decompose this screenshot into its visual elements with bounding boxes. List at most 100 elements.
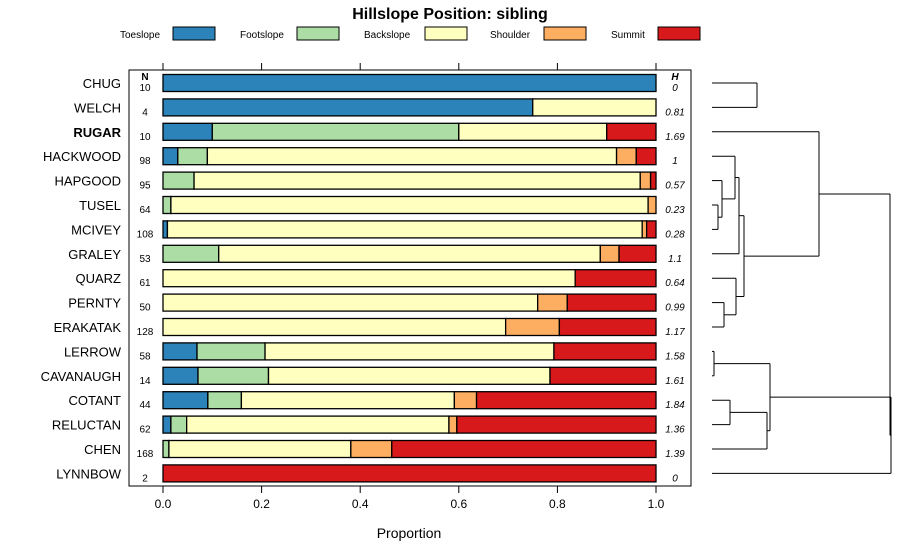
n-value-erakatak: 128 — [137, 327, 154, 338]
bar-segment-welch-toeslope — [162, 98, 534, 117]
site-label-tusel: TUSEL — [79, 198, 121, 213]
bar-segment-rugar-backslope — [458, 122, 608, 141]
bar-segment-reluctan-summit — [456, 415, 657, 434]
bar-segment-quarz-backslope — [162, 269, 576, 288]
bar-row-chug — [162, 73, 657, 93]
bar-segment-lerrow-backslope — [264, 342, 555, 361]
site-label-chug: CHUG — [83, 76, 121, 91]
site-label-chen: CHEN — [84, 442, 121, 457]
bar-segment-hapgood-summit — [649, 171, 657, 190]
n-value-welch: 4 — [142, 107, 148, 118]
n-value-cavanaugh: 14 — [139, 376, 151, 387]
bar-row-lynnbow — [162, 464, 657, 483]
site-label-rugar: RUGAR — [73, 125, 121, 140]
bar-segment-hackwood-toeslope — [162, 147, 179, 166]
bar-row-hackwood — [162, 147, 657, 166]
site-label-welch: WELCH — [74, 100, 121, 115]
bar-row-chen — [162, 439, 657, 459]
bar-segment-rugar-summit — [606, 122, 657, 141]
h-value-hackwood: 1 — [672, 156, 678, 167]
n-value-tusel: 64 — [139, 205, 151, 216]
bar-segment-graley-summit — [618, 244, 657, 263]
legend-label-summit: Summit — [611, 30, 645, 41]
bar-segment-cotant-toeslope — [162, 391, 209, 410]
bar-segment-quarz-summit — [574, 269, 657, 288]
bar-row-quarz — [162, 269, 657, 288]
h-value-tusel: 0.23 — [665, 205, 685, 216]
n-value-chug: 10 — [139, 83, 151, 94]
bar-segment-rugar-toeslope — [162, 122, 213, 141]
bar-segment-lerrow-footslope — [196, 342, 266, 361]
n-value-mcivey: 108 — [137, 229, 154, 240]
n-value-lerrow: 58 — [139, 351, 151, 362]
site-label-hackwood: HACKWOOD — [43, 149, 121, 164]
x-tick-label-1: 0.2 — [253, 497, 270, 511]
bar-segment-mcivey-summit — [645, 220, 657, 239]
bar-segment-reluctan-backslope — [186, 415, 450, 434]
bar-segment-graley-backslope — [218, 244, 601, 263]
site-label-reluctan: RELUCTAN — [52, 418, 121, 433]
bar-segment-mcivey-toeslope — [162, 220, 169, 239]
n-value-pernty: 50 — [139, 303, 151, 314]
bar-segment-chen-summit — [391, 439, 657, 459]
dendrogram — [712, 82, 892, 474]
bar-segment-hapgood-footslope — [162, 171, 195, 190]
legend-swatch-toeslope — [172, 26, 216, 41]
n-value-lynnbow: 2 — [142, 473, 148, 484]
bar-row-welch — [162, 98, 657, 117]
n-value-hapgood: 95 — [139, 181, 151, 192]
bar-segment-erakatak-summit — [558, 317, 657, 337]
bar-segment-hapgood-backslope — [193, 171, 641, 190]
bar-segment-cavanaugh-footslope — [197, 366, 270, 385]
h-value-cavanaugh: 1.61 — [665, 376, 684, 387]
h-value-pernty: 0.99 — [665, 303, 685, 314]
site-label-pernty: PERNTY — [68, 296, 121, 311]
site-label-erakatak: ERAKATAK — [54, 320, 122, 335]
bar-segment-reluctan-toeslope — [162, 415, 172, 434]
bar-row-rugar — [162, 122, 657, 141]
legend-label-backslope: Backslope — [364, 30, 411, 41]
n-value-graley: 53 — [139, 254, 151, 265]
bar-segment-tusel-footslope — [162, 195, 172, 215]
bar-segment-tusel-shoulder — [647, 195, 657, 215]
bar-segment-cotant-backslope — [240, 391, 456, 410]
x-tick-label-3: 0.6 — [450, 497, 467, 511]
h-value-cotant: 1.84 — [665, 400, 685, 411]
bar-segment-hapgood-shoulder — [639, 171, 652, 190]
bar-segment-cavanaugh-toeslope — [162, 366, 199, 385]
plot-panel — [128, 69, 692, 487]
site-label-graley: GRALEY — [68, 247, 121, 262]
x-tick-label-5: 1.0 — [648, 497, 665, 511]
n-value-chen: 168 — [137, 449, 154, 460]
h-value-lerrow: 1.58 — [665, 351, 685, 362]
legend-label-footslope: Footslope — [240, 30, 284, 41]
bar-row-cavanaugh — [162, 366, 657, 385]
n-column-header: N — [141, 72, 148, 83]
bar-row-erakatak — [162, 317, 657, 337]
bar-row-hapgood — [162, 171, 657, 190]
bar-segment-welch-backslope — [532, 98, 657, 117]
bar-segment-cavanaugh-summit — [549, 366, 657, 385]
bar-segment-erakatak-backslope — [162, 317, 507, 337]
bar-row-lerrow — [162, 342, 657, 361]
site-label-hapgood: HAPGOOD — [55, 174, 121, 189]
h-value-rugar: 1.69 — [665, 132, 685, 143]
n-value-reluctan: 62 — [139, 425, 151, 436]
h-value-quarz: 0.64 — [665, 278, 685, 289]
bar-segment-reluctan-shoulder — [448, 415, 458, 434]
h-value-welch: 0.81 — [665, 107, 684, 118]
site-label-mcivey: MCIVEY — [71, 222, 121, 237]
bar-segment-chug-toeslope — [162, 73, 657, 93]
bar-segment-lerrow-toeslope — [162, 342, 198, 361]
bar-segment-mcivey-shoulder — [641, 220, 648, 239]
bar-segment-chen-shoulder — [350, 439, 393, 459]
bar-segment-rugar-footslope — [211, 122, 460, 141]
h-value-graley: 1.1 — [668, 254, 682, 265]
bar-row-cotant — [162, 391, 657, 410]
bar-segment-cavanaugh-backslope — [267, 366, 551, 385]
legend-swatch-shoulder — [543, 26, 587, 41]
bar-row-mcivey — [162, 220, 657, 239]
bar-segment-pernty-backslope — [162, 293, 539, 312]
bar-segment-pernty-shoulder — [537, 293, 568, 312]
